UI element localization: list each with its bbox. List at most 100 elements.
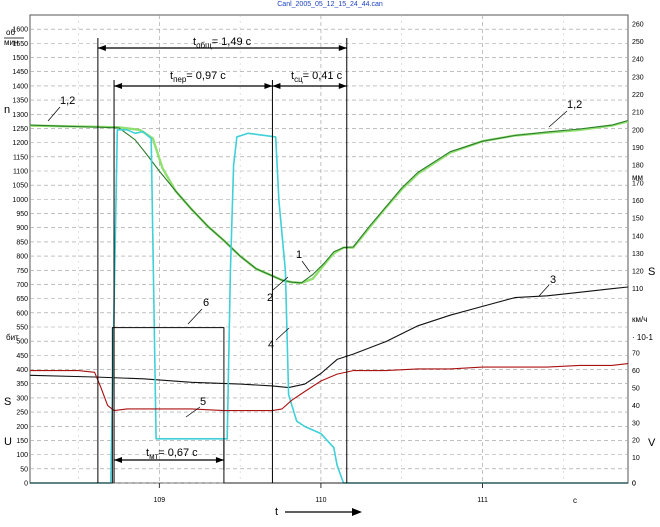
x-tick-label: 109 xyxy=(153,497,165,504)
left-axis-label: n xyxy=(4,104,10,116)
left-tick-label: 1500 xyxy=(12,55,28,62)
left-tick-label: 500 xyxy=(16,339,28,346)
label-1-2-left-leader xyxy=(47,106,61,122)
left-tick-label: 400 xyxy=(16,367,28,374)
left-s-label: S xyxy=(4,396,11,408)
left-tick-label: 800 xyxy=(16,254,28,261)
dim-t-per-arrow-right xyxy=(264,83,273,89)
left-u-label: U xyxy=(4,436,12,448)
right-axis-ticks: 2602502402302202102001901801701601501401… xyxy=(632,21,644,487)
dim-t-mt-arrow-left xyxy=(114,457,123,463)
right-tick-label: 240 xyxy=(632,57,644,64)
t-total-annotation: tобщ= 1,49 с xyxy=(193,36,252,50)
left-unit-top: об xyxy=(6,28,15,37)
right-tick-label: 140 xyxy=(632,233,644,240)
left-tick-label: 200 xyxy=(16,424,28,431)
series-line-3 xyxy=(29,286,629,389)
label-6: 6 xyxy=(203,297,209,309)
left-tick-label: 550 xyxy=(16,325,28,332)
dim-t-sc-arrow-right xyxy=(338,83,347,89)
right-tick-label: 250 xyxy=(632,39,644,46)
right-tick-label: 120 xyxy=(632,269,644,276)
left-tick-label: 450 xyxy=(16,353,28,360)
right-tick-label: 130 xyxy=(632,251,644,258)
file-title: Canl_2005_05_12_15_24_44.can xyxy=(277,1,383,8)
t-per-annotation: tпер= 0,97 с xyxy=(170,70,226,84)
grid xyxy=(29,14,629,484)
x-tick-label: 111 xyxy=(477,497,488,504)
left-tick-label: 1300 xyxy=(12,112,28,119)
label-1: 1 xyxy=(296,249,302,261)
right-tick-label: 170 xyxy=(632,180,644,187)
right-tick-label: 260 xyxy=(632,21,644,28)
dim-t-total-arrow-right xyxy=(338,45,347,51)
left-unit-bottom: мин xyxy=(4,38,18,47)
left-tick-label: 50 xyxy=(20,466,28,473)
right-tick-label: 0 xyxy=(632,481,636,488)
left-tick-label: 1600 xyxy=(12,27,28,34)
left-tick-label: 1250 xyxy=(12,126,28,133)
v-tick-label: 20 xyxy=(632,438,640,445)
label-2: 2 xyxy=(267,292,273,304)
label-4-leader xyxy=(275,327,290,341)
left-tick-label: 1450 xyxy=(12,69,28,76)
t-mt-annotation: tмт= 0,67 с xyxy=(146,447,198,461)
v-tick-label: 70 xyxy=(632,351,640,358)
left-tick-label: 850 xyxy=(16,239,28,246)
label-6-leader xyxy=(187,308,203,325)
label-3: 3 xyxy=(550,274,556,286)
right-tick-label: 210 xyxy=(632,110,644,117)
series-lines xyxy=(29,119,629,484)
label-1-leader xyxy=(301,260,311,273)
left-tick-label: 100 xyxy=(16,452,28,459)
left-tick-label: 900 xyxy=(16,225,28,232)
left-tick-label: 700 xyxy=(16,282,28,289)
dim-t-per-arrow-left xyxy=(114,83,123,89)
left-tick-label: 150 xyxy=(16,438,28,445)
time-markers xyxy=(97,38,348,483)
right-tick-label: 160 xyxy=(632,198,644,205)
left-tick-label: 950 xyxy=(16,211,28,218)
bar-unit-label: бит xyxy=(6,333,19,342)
v-axis-scale: · 10-1 xyxy=(632,333,653,342)
left-tick-label: 1400 xyxy=(12,83,28,90)
series-line-6 xyxy=(30,327,628,484)
left-tick-label: 250 xyxy=(16,410,28,417)
left-tick-label: 1150 xyxy=(13,154,28,161)
t-sc-annotation: tсц= 0,41 с xyxy=(291,70,343,84)
dim-t-sc-arrow-left xyxy=(272,83,281,89)
x-axis-ticks: 109 110 111 xyxy=(153,483,488,504)
label-1-2-right: 1,2 xyxy=(567,99,582,111)
left-tick-label: 750 xyxy=(16,268,28,275)
right-tick-label: 110 xyxy=(632,286,643,293)
v-axis-ticks: 70 60 50 40 30 20 10 xyxy=(632,351,640,462)
left-tick-label: 650 xyxy=(16,296,28,303)
right-tick-label: 190 xyxy=(632,145,644,152)
left-tick-label: 0 xyxy=(24,481,28,488)
v-tick-label: 40 xyxy=(632,403,640,410)
right-tick-label: 180 xyxy=(632,163,644,170)
right-tick-label: 200 xyxy=(632,127,644,134)
left-tick-label: 1550 xyxy=(12,41,28,48)
series-line-4 xyxy=(30,129,628,484)
v-axis-unit: км/ч xyxy=(632,315,647,324)
x-axis-label: t xyxy=(275,506,278,518)
v-tick-label: 60 xyxy=(632,368,640,375)
label-5-leader xyxy=(185,406,201,418)
v-tick-label: 50 xyxy=(632,386,640,393)
series-line-2 xyxy=(29,119,629,284)
series-line-5 xyxy=(30,363,629,412)
label-3-leader xyxy=(538,284,550,297)
left-tick-label: 1200 xyxy=(12,140,28,147)
right-tick-label: 220 xyxy=(632,92,644,99)
x-axis-arrowhead xyxy=(352,508,362,516)
label-1-2-left: 1,2 xyxy=(60,95,75,107)
dim-t-total-arrow-left xyxy=(97,45,106,51)
v-axis-label: V xyxy=(648,437,656,449)
left-tick-label: 300 xyxy=(16,395,28,402)
dim-t-mt-arrow-right xyxy=(215,457,224,463)
x-tick-label: 110 xyxy=(315,497,326,504)
left-tick-label: 600 xyxy=(16,310,28,317)
right-axis-unit: мм xyxy=(632,173,643,182)
